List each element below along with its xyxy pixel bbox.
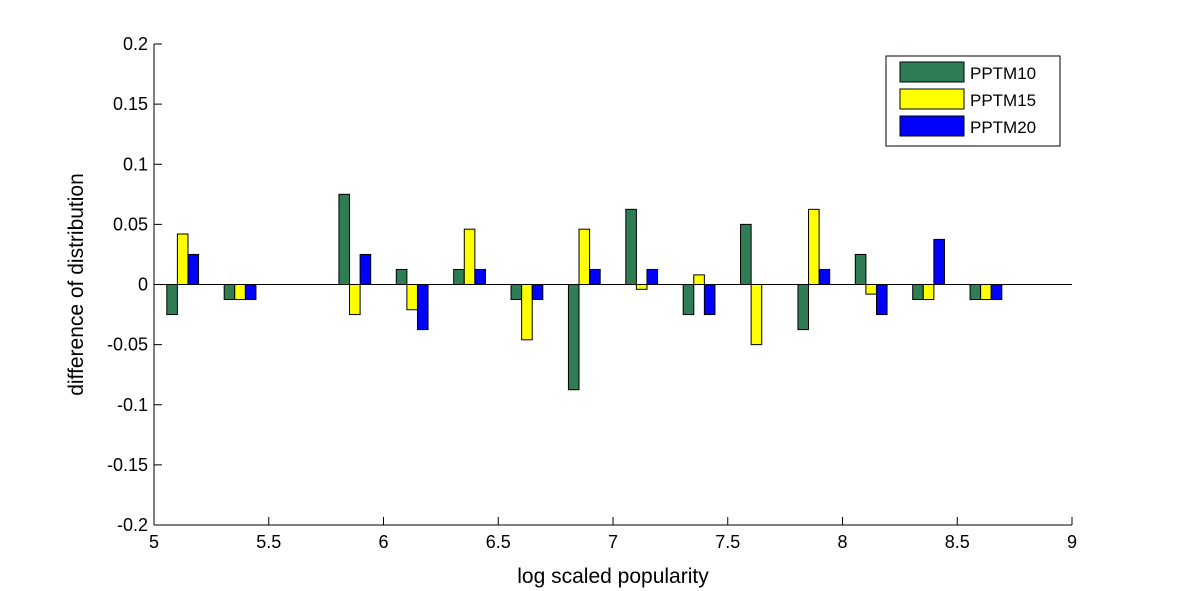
bar-pptm10-6 (510, 284, 523, 301)
y-axis-label: difference of distribution (65, 173, 88, 396)
y-tick-label: -0.15 (107, 455, 148, 475)
bar-pptm10-3 (338, 193, 351, 285)
x-tick-label: 6.5 (486, 532, 511, 552)
bar-pptm10-13 (912, 284, 924, 301)
legend-swatch-pptm10 (899, 61, 965, 83)
bar-pptm20-14 (990, 284, 1003, 301)
y-tick-label: -0.1 (117, 395, 148, 415)
y-tick-label: 0.05 (113, 214, 148, 234)
x-tick-label: 7.5 (715, 532, 740, 552)
y-tick-label: 0.15 (113, 94, 148, 114)
bar-pptm15-14 (980, 284, 992, 301)
bar-pptm10-12 (854, 253, 867, 286)
bar-pptm15-5 (463, 228, 476, 286)
bar-pptm20-5 (474, 268, 486, 286)
bar-pptm15-4 (406, 284, 418, 311)
bar-pptm15-6 (521, 284, 533, 341)
bar-pptm20-9 (703, 284, 716, 316)
bar-pptm20-12 (875, 284, 888, 316)
legend-label-pptm10: PPTM10 (970, 64, 1036, 83)
x-tick-label: 8 (837, 532, 847, 552)
bar-pptm10-10 (740, 223, 752, 286)
bar-pptm20-7 (589, 268, 601, 286)
bar-pptm20-0 (187, 253, 200, 286)
bar-pptm15-8 (635, 284, 648, 290)
y-tick-label: 0 (138, 275, 148, 295)
legend-label-pptm15: PPTM15 (970, 91, 1036, 110)
bar-pptm15-12 (865, 284, 877, 295)
bar-pptm10-1 (223, 284, 236, 301)
bar-pptm10-11 (797, 284, 810, 331)
axes-layer: 5 5.5 6 6.5 7 7.5 8 8.5 9 0.2 0.15 0.1 0.05 0 -0.05 -0.… (107, 34, 1077, 552)
bar-pptm15-9 (693, 274, 705, 286)
x-axis-label: log scaled popularity (517, 565, 709, 588)
bar-pptm10-5 (453, 268, 465, 286)
x-tick-label: 5.5 (256, 532, 281, 552)
bar-pptm20-13 (933, 238, 945, 286)
legend-swatch-pptm20 (899, 115, 965, 137)
bar-pptm15-3 (349, 284, 361, 316)
y-tick-label: -0.05 (107, 335, 148, 355)
bar-pptm20-4 (416, 284, 429, 331)
bar-pptm15-11 (808, 208, 820, 285)
bar-pptm15-1 (234, 284, 246, 301)
bar-pptm10-4 (395, 268, 408, 286)
y-tick-label: -0.2 (117, 515, 148, 535)
bar-pptm15-7 (578, 228, 591, 286)
bar-pptm10-0 (166, 284, 178, 316)
bar-pptm15-0 (176, 233, 189, 285)
bar-pptm10-14 (969, 284, 982, 301)
y-tick-label: 0.2 (123, 34, 148, 54)
bar-pptm20-3 (359, 253, 372, 286)
bar-pptm10-9 (682, 284, 695, 316)
y-tick-label: 0.1 (123, 154, 148, 174)
x-tick-label: 5 (149, 532, 159, 552)
bar-pptm20-11 (818, 268, 831, 286)
legend-swatch-pptm15 (899, 88, 965, 110)
bar-pptm10-7 (567, 284, 580, 391)
legend-label-pptm20: PPTM20 (970, 118, 1036, 137)
bar-pptm20-8 (646, 268, 659, 286)
legend: PPTM10 PPTM15 PPTM20 (885, 55, 1061, 147)
bar-pptm15-10 (750, 284, 763, 346)
bar-pptm10-8 (625, 208, 637, 285)
x-tick-label: 7 (608, 532, 618, 552)
bar-pptm15-13 (922, 284, 935, 301)
x-tick-label: 9 (1067, 532, 1077, 552)
bars-layer (166, 193, 1003, 391)
x-tick-label: 6 (378, 532, 388, 552)
x-tick-label: 8.5 (945, 532, 970, 552)
bar-pptm20-1 (244, 284, 257, 301)
bar-pptm20-6 (531, 284, 544, 301)
